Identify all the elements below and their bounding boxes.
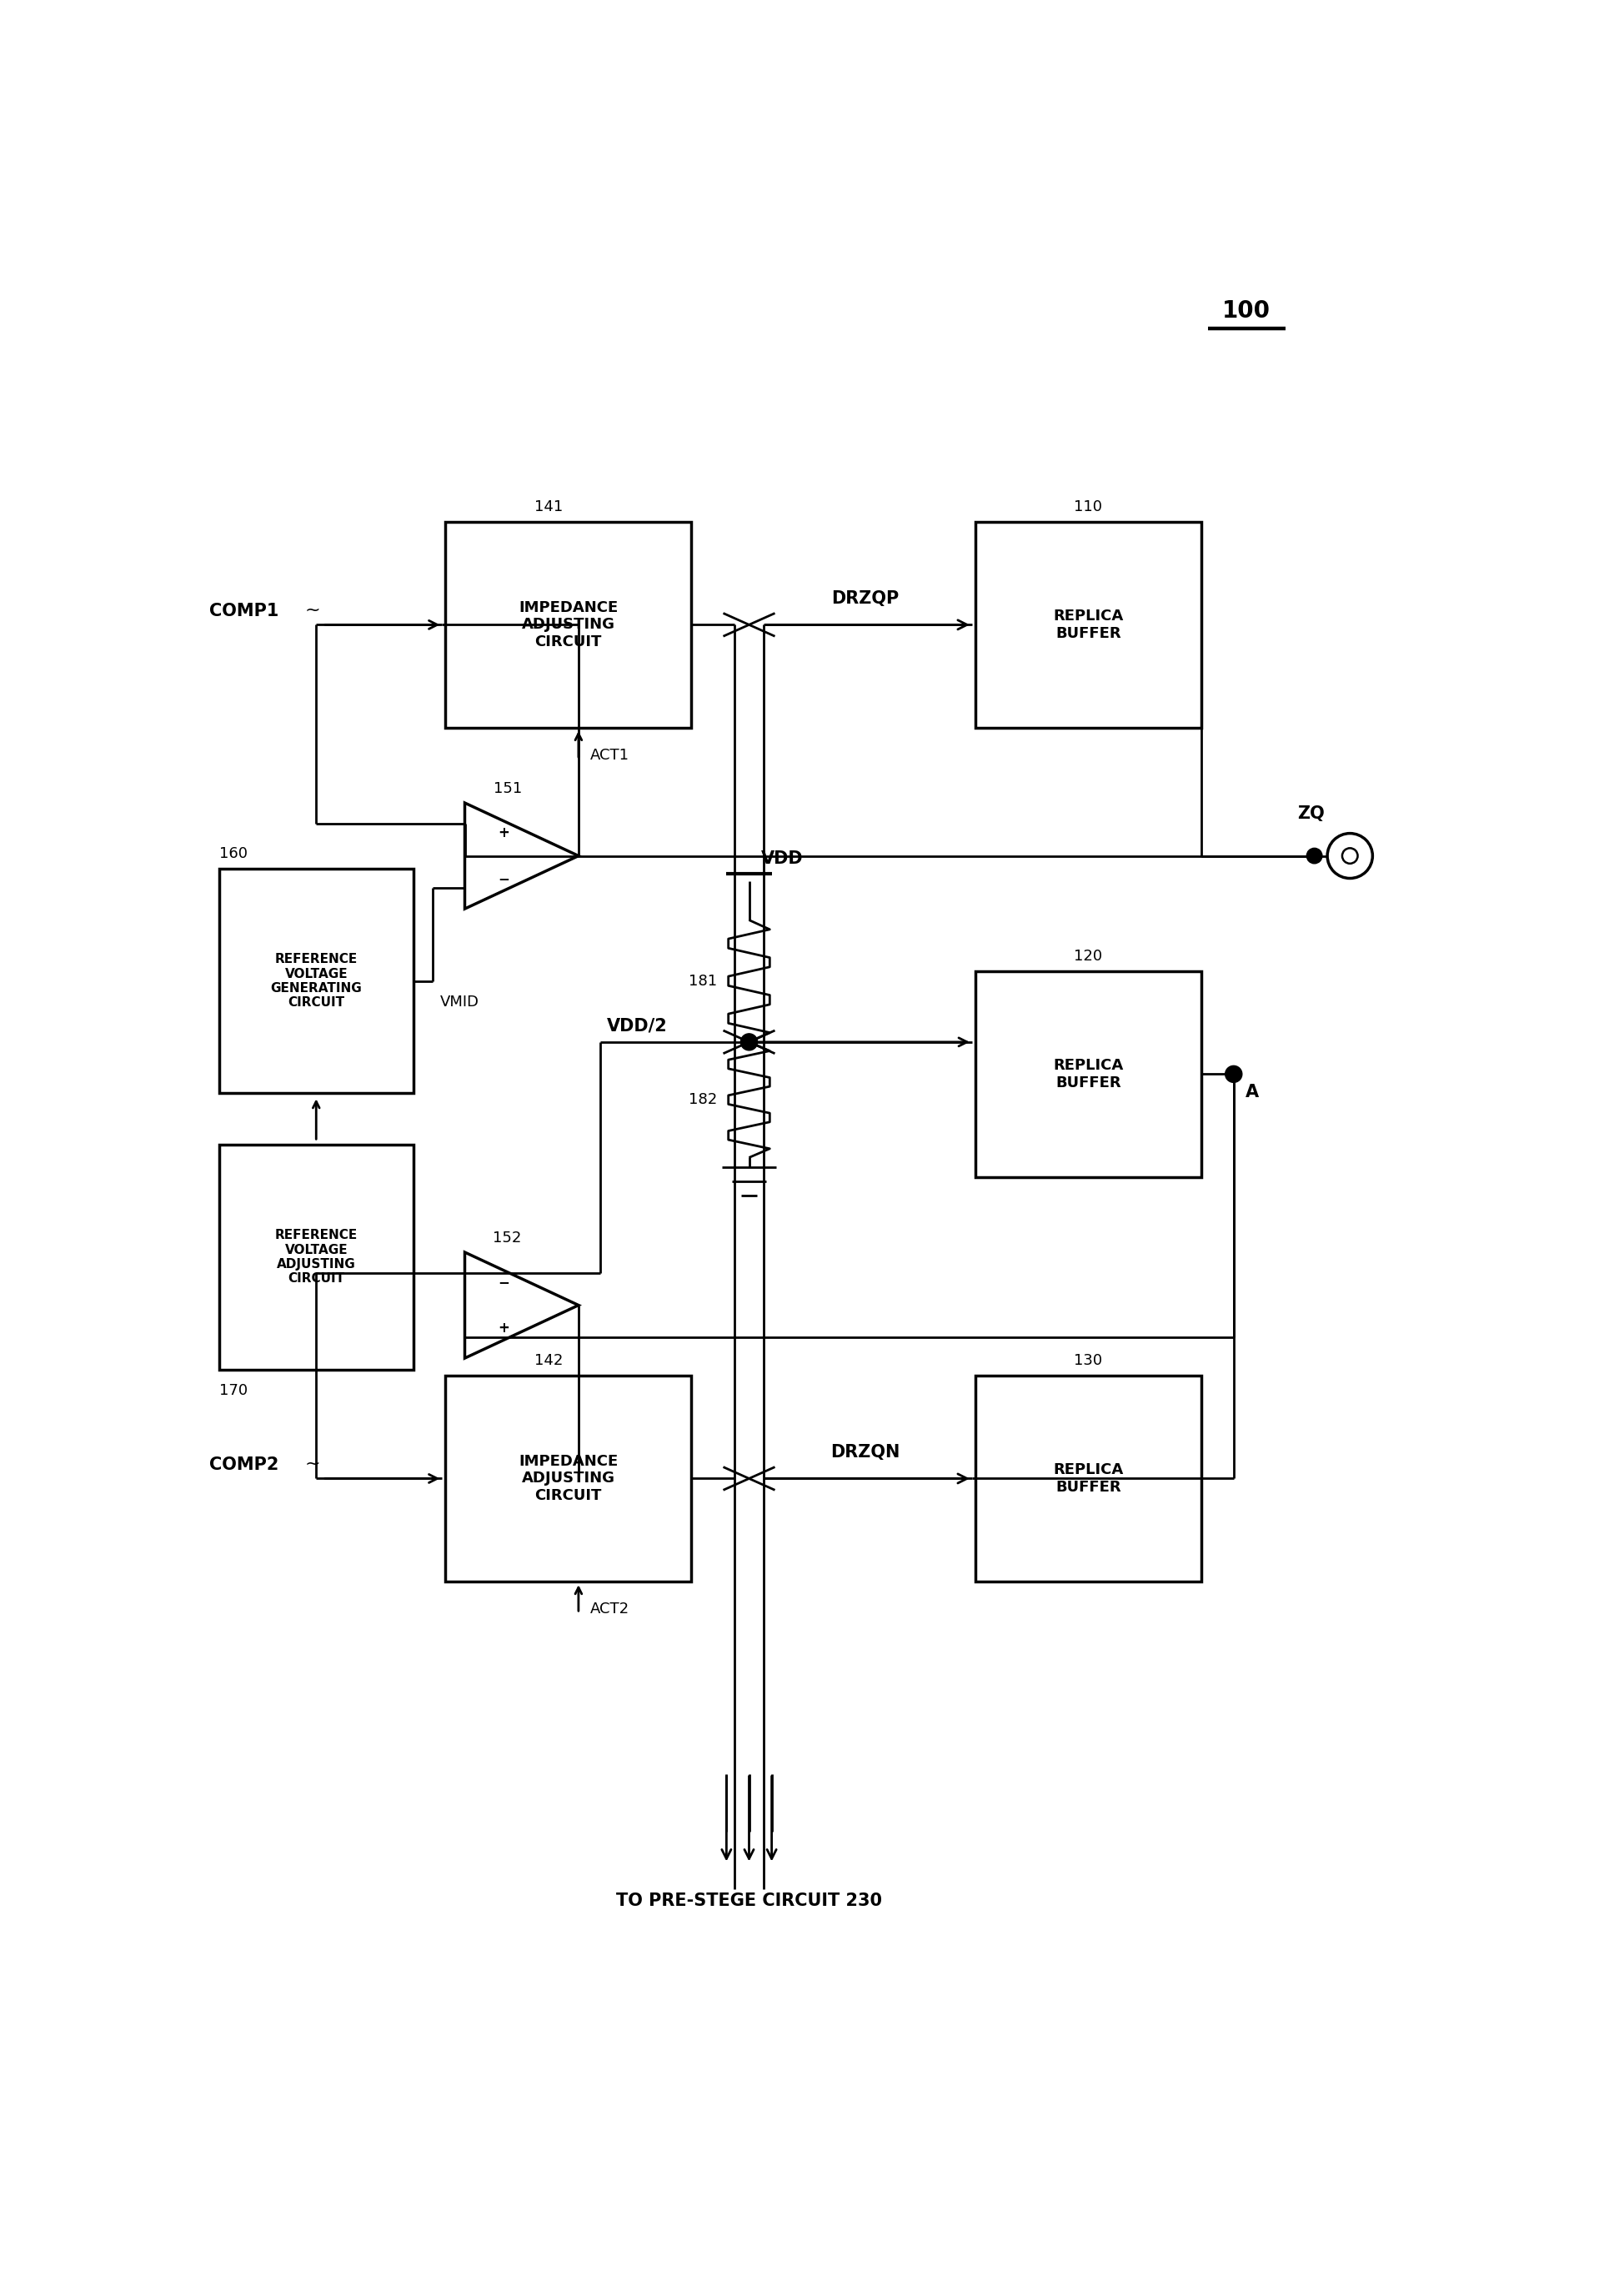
Text: REPLICA
BUFFER: REPLICA BUFFER — [1054, 1058, 1124, 1091]
Circle shape — [1306, 847, 1322, 863]
Text: REPLICA
BUFFER: REPLICA BUFFER — [1054, 608, 1124, 641]
Text: ACT1: ACT1 — [590, 748, 630, 762]
Bar — [446, 521, 691, 728]
Text: −: − — [497, 1274, 510, 1290]
Text: REFERENCE
VOLTAGE
ADJUSTING
CIRCUIT: REFERENCE VOLTAGE ADJUSTING CIRCUIT — [275, 1228, 358, 1286]
Text: +: + — [497, 827, 510, 840]
Text: 152: 152 — [492, 1231, 521, 1244]
Text: 160: 160 — [219, 845, 248, 861]
Text: TO PRE-STEGE CIRCUIT 230: TO PRE-STEGE CIRCUIT 230 — [616, 1892, 883, 1910]
Text: ACT2: ACT2 — [590, 1603, 630, 1616]
Bar — [975, 1375, 1201, 1582]
Text: REFERENCE
VOLTAGE
GENERATING
CIRCUIT: REFERENCE VOLTAGE GENERATING CIRCUIT — [270, 953, 361, 1008]
Text: COMP1: COMP1 — [209, 604, 280, 620]
Text: VDD: VDD — [761, 852, 803, 868]
Bar — [975, 971, 1201, 1178]
Text: ~: ~ — [304, 602, 320, 618]
Text: 142: 142 — [534, 1352, 563, 1368]
Text: DRZQP: DRZQP — [831, 590, 899, 606]
Circle shape — [1225, 1065, 1242, 1081]
Text: 110: 110 — [1075, 498, 1102, 514]
Text: DRZQN: DRZQN — [830, 1444, 900, 1460]
Text: IMPEDANCE
ADJUSTING
CIRCUIT: IMPEDANCE ADJUSTING CIRCUIT — [518, 599, 617, 650]
Text: ~: ~ — [304, 1456, 320, 1472]
Text: 100: 100 — [1222, 301, 1271, 324]
Text: 170: 170 — [219, 1382, 248, 1398]
Bar — [446, 1375, 691, 1582]
Text: −: − — [497, 870, 510, 886]
Text: 141: 141 — [534, 498, 563, 514]
Bar — [219, 868, 413, 1093]
Bar — [975, 521, 1201, 728]
Text: +: + — [497, 1320, 510, 1336]
Bar — [219, 1146, 413, 1368]
Text: 181: 181 — [688, 974, 716, 990]
Text: IMPEDANCE
ADJUSTING
CIRCUIT: IMPEDANCE ADJUSTING CIRCUIT — [518, 1453, 617, 1504]
Text: COMP2: COMP2 — [209, 1456, 280, 1474]
Text: 182: 182 — [688, 1093, 716, 1107]
Text: 151: 151 — [492, 781, 521, 797]
Text: 130: 130 — [1075, 1352, 1102, 1368]
Text: 120: 120 — [1075, 948, 1102, 964]
Circle shape — [740, 1033, 758, 1049]
Text: VMID: VMID — [440, 994, 480, 1010]
Text: A: A — [1246, 1084, 1258, 1100]
Text: VDD/2: VDD/2 — [608, 1017, 667, 1033]
Text: REPLICA
BUFFER: REPLICA BUFFER — [1054, 1463, 1124, 1495]
Text: ZQ: ZQ — [1297, 806, 1326, 822]
